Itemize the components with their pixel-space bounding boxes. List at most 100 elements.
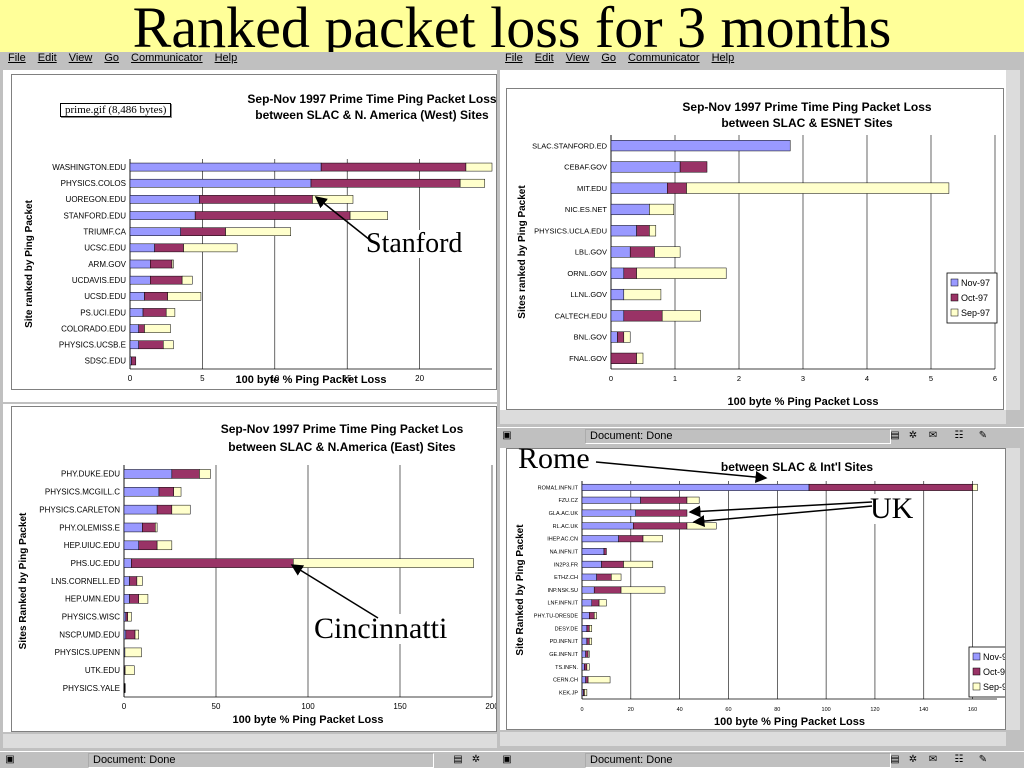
menu-file[interactable]: File — [505, 52, 523, 64]
x-tick-label: 80 — [774, 707, 780, 713]
discussion-icon[interactable]: ☷ — [954, 430, 964, 441]
discussion-icon[interactable]: ☷ — [954, 754, 964, 765]
x-axis-label: 100 byte % Ping Packet Loss — [727, 396, 878, 408]
y-tick-label: COLORADO.EDU — [61, 324, 126, 333]
bar-oct-97 — [633, 522, 688, 530]
navigator-icon[interactable]: ✲ — [471, 754, 481, 765]
bar-sep-97 — [636, 267, 727, 279]
bar-sep-97 — [138, 594, 149, 604]
bar-sep-97 — [972, 483, 978, 491]
horizontal-scrollbar[interactable] — [500, 732, 1006, 746]
bar-sep-97 — [623, 331, 631, 343]
y-tick-label: PHS.UC.EDU — [71, 559, 121, 568]
menu-edit[interactable]: Edit — [534, 52, 554, 64]
bar-sep-97 — [654, 246, 681, 258]
x-tick-label: 3 — [801, 374, 805, 383]
bar-oct-97 — [679, 161, 708, 173]
annotation-uk: UK — [870, 492, 914, 525]
y-tick-label: MIT.EDU — [577, 184, 607, 193]
bar-sep-97 — [134, 629, 139, 640]
navigator-icon[interactable]: ✲ — [908, 754, 918, 765]
x-tick-label: 0 — [122, 702, 127, 711]
menu-view[interactable]: View — [565, 52, 590, 64]
slide-title: Ranked packet loss for 3 months — [132, 0, 892, 60]
bar-oct-97 — [589, 612, 595, 620]
y-tick-label: SLAC.STANFORD.ED — [532, 141, 607, 150]
mail-icon[interactable]: ✉ — [928, 754, 938, 765]
bar-sep-97 — [586, 663, 590, 671]
bar-sep-97 — [136, 576, 143, 586]
mail-icon[interactable]: ✉ — [928, 430, 938, 441]
legend-label: Nov-97 — [961, 278, 990, 288]
composer-icon[interactable]: ✎ — [978, 754, 988, 765]
y-tick-label: UCDAVIS.EDU — [72, 276, 126, 285]
legend-label: Nov-97 — [983, 652, 1005, 662]
bar-sep-97 — [167, 292, 202, 301]
chart-subtitle: between SLAC & N. America (West) Sites — [255, 108, 489, 122]
legend-swatch — [950, 278, 959, 287]
security-icon: ▣ — [5, 754, 15, 765]
bar-nov-97 — [129, 227, 181, 236]
y-tick-label: ETHZ.CH — [554, 575, 578, 581]
bar-sep-97 — [686, 496, 700, 504]
bar-nov-97 — [581, 650, 586, 658]
menu-communicator[interactable]: Communicator — [628, 52, 700, 64]
component-bar-icon[interactable]: ▤ — [890, 754, 900, 765]
bar-sep-97 — [171, 504, 191, 515]
horizontal-scrollbar[interactable] — [500, 410, 1006, 424]
bar-nov-97 — [123, 576, 130, 586]
legend-label: Oct-97 — [961, 293, 988, 303]
y-tick-label: PHYSICS.WISC — [62, 612, 120, 621]
chart-esnet-box: Sep-Nov 1997 Prime Time Ping Packet Loss… — [506, 88, 1004, 410]
vertical-scrollbar[interactable] — [1006, 448, 1020, 730]
bar-nov-97 — [581, 522, 634, 530]
chart-subtitle: between SLAC & Int'l Sites — [721, 460, 874, 474]
security-icon: ▣ — [502, 754, 512, 765]
bar-oct-97 — [142, 522, 156, 533]
component-bar-icon[interactable]: ▤ — [453, 754, 463, 765]
bar-nov-97 — [581, 509, 636, 517]
menu-communicator[interactable]: Communicator — [131, 52, 203, 64]
bar-oct-97 — [194, 211, 351, 220]
status-bar: ▣ Document: Done ▤ ✲ — [0, 751, 497, 768]
y-tick-label: PHYSICS.UCLA.EDU — [534, 226, 607, 235]
bar-oct-97 — [808, 483, 973, 491]
status-bar: ▣ Document: Done ▤ ✲ ✉ ☷ ✎ — [497, 751, 1024, 768]
bar-oct-97 — [138, 324, 145, 333]
y-tick-label: IN2P3.FR — [554, 562, 578, 568]
bar-sep-97 — [459, 178, 486, 188]
component-bar-icon[interactable]: ▤ — [890, 430, 900, 441]
bar-sep-97 — [620, 586, 666, 594]
y-tick-label: NA.INFN.IT — [550, 549, 579, 555]
horizontal-scrollbar[interactable] — [3, 734, 497, 748]
x-tick-label: 60 — [725, 707, 731, 713]
bar-oct-97 — [138, 540, 158, 551]
bar-sep-97 — [642, 535, 663, 543]
bar-nov-97 — [581, 663, 585, 671]
bar-sep-97 — [349, 211, 388, 220]
legend-label: Sep-97 — [961, 308, 990, 318]
y-tick-label: NSCP.UMD.EDU — [59, 630, 120, 639]
vertical-scrollbar[interactable] — [1006, 70, 1020, 410]
x-tick-label: 1 — [673, 374, 677, 383]
bar-nov-97 — [610, 161, 681, 173]
bar-nov-97 — [581, 548, 605, 555]
y-axis-label: Sites Ranked by Ping Packet — [18, 512, 29, 649]
bar-sep-97 — [173, 487, 182, 497]
bar-sep-97 — [225, 227, 291, 236]
legend-swatch — [950, 293, 959, 302]
composer-icon[interactable]: ✎ — [978, 430, 988, 441]
menu-help[interactable]: Help — [711, 52, 735, 64]
y-tick-label: UCSC.EDU — [84, 244, 126, 253]
menu-edit[interactable]: Edit — [37, 52, 57, 64]
menu-view[interactable]: View — [68, 52, 93, 64]
menu-go[interactable]: Go — [104, 52, 120, 64]
bar-sep-97 — [465, 162, 493, 172]
navigator-icon[interactable]: ✲ — [908, 430, 918, 441]
menu-file[interactable]: File — [8, 52, 26, 64]
bar-oct-97 — [586, 625, 590, 632]
menu-go[interactable]: Go — [601, 52, 617, 64]
menu-help[interactable]: Help — [214, 52, 238, 64]
status-text: Document: Done — [88, 753, 434, 768]
bar-sep-97 — [124, 665, 135, 675]
